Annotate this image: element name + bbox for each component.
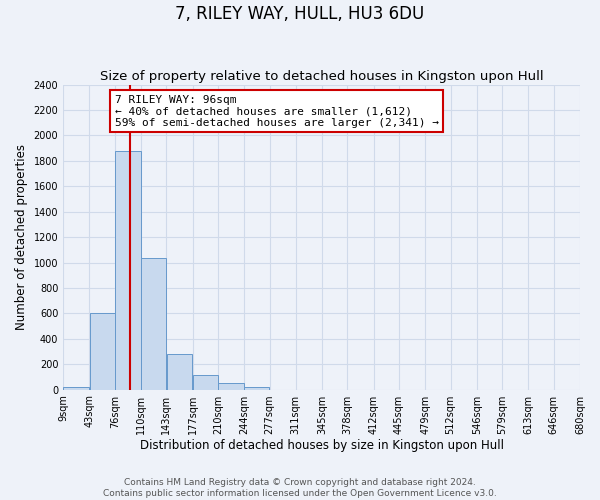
Text: 7, RILEY WAY, HULL, HU3 6DU: 7, RILEY WAY, HULL, HU3 6DU (175, 5, 425, 23)
Bar (218, 384, 244, 390)
Bar (89, 314, 115, 390)
Bar (64, 387, 89, 390)
X-axis label: Distribution of detached houses by size in Kingston upon Hull: Distribution of detached houses by size … (140, 440, 503, 452)
Bar (193, 375, 218, 390)
Text: 7 RILEY WAY: 96sqm
← 40% of detached houses are smaller (1,612)
59% of semi-deta: 7 RILEY WAY: 96sqm ← 40% of detached hou… (115, 95, 439, 128)
Title: Size of property relative to detached houses in Kingston upon Hull: Size of property relative to detached ho… (100, 70, 544, 84)
Bar (141, 258, 166, 390)
Text: Contains HM Land Registry data © Crown copyright and database right 2024.
Contai: Contains HM Land Registry data © Crown c… (103, 478, 497, 498)
Bar (115, 150, 140, 390)
Bar (244, 387, 269, 390)
Bar (167, 354, 193, 390)
Y-axis label: Number of detached properties: Number of detached properties (15, 144, 28, 330)
